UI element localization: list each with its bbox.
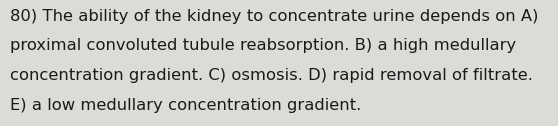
Text: concentration gradient. C) osmosis. D) rapid removal of filtrate.: concentration gradient. C) osmosis. D) r… (10, 68, 533, 83)
Text: E) a low medullary concentration gradient.: E) a low medullary concentration gradien… (10, 98, 361, 113)
Text: proximal convoluted tubule reabsorption. B) a high medullary: proximal convoluted tubule reabsorption.… (10, 38, 516, 53)
Text: 80) The ability of the kidney to concentrate urine depends on A): 80) The ability of the kidney to concent… (10, 9, 538, 24)
